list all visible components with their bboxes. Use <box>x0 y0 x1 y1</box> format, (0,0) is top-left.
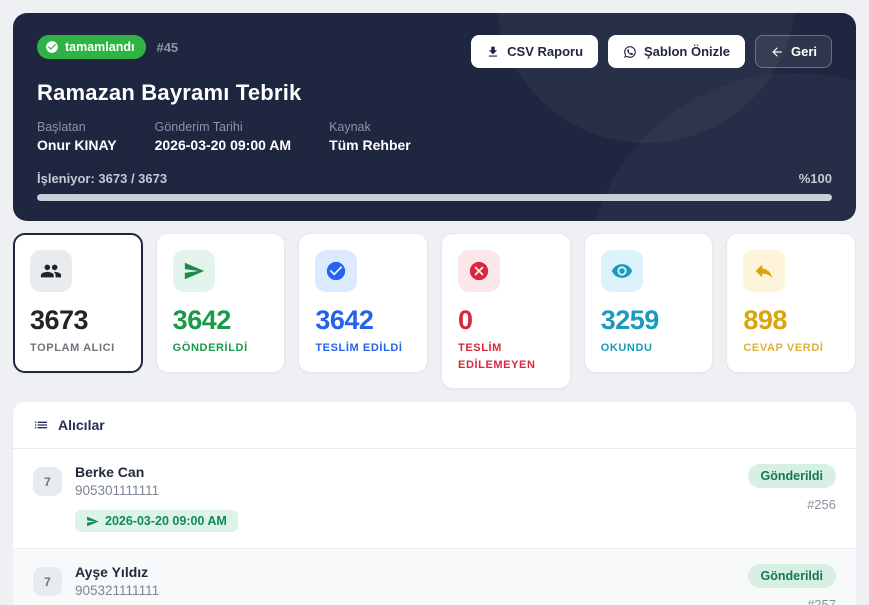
check-circle-icon <box>46 41 58 53</box>
campaign-header: tamamlandı #45 CSV Raporu Şablon Önizle … <box>13 13 856 221</box>
csv-report-label: CSV Raporu <box>507 44 584 59</box>
stat-value: 0 <box>458 305 473 335</box>
download-icon <box>489 46 498 57</box>
recipients-title: Alıcılar <box>58 417 105 433</box>
meta-value: 2026-03-20 09:00 AM <box>154 137 292 153</box>
stat-value: 3259 <box>600 305 660 335</box>
recipient-name: Ayşe Yıldız <box>75 564 149 580</box>
back-button[interactable]: Geri <box>754 35 832 68</box>
list-icon <box>35 421 47 429</box>
meta-value: Tüm Rehber <box>329 137 411 153</box>
meta-label: Başlatan <box>37 120 86 134</box>
recipient-row[interactable]: 7 Berke Can 905301111111 2026-03-20 09:0… <box>13 449 856 549</box>
recipients-header: Alıcılar <box>13 402 856 449</box>
progress-label: İşleniyor: 3673 / 3673 <box>37 171 168 186</box>
stat-value: 3642 <box>172 305 232 335</box>
csv-report-button[interactable]: CSV Raporu <box>471 35 599 68</box>
progress-bar-fill <box>37 194 832 201</box>
sent-time-badge: 2026-03-20 09:00 AM <box>75 510 238 532</box>
recipient-phone: 905301111111 <box>75 483 160 498</box>
recipient-phone: 905321111111 <box>75 583 160 598</box>
template-preview-button[interactable]: Şablon Önizle <box>608 35 745 68</box>
stat-card-total-recipients[interactable]: 3673 TOPLAM ALICI <box>13 233 143 373</box>
stat-card-undelivered[interactable]: 0 TESLİM EDİLEMEYEN <box>441 233 571 389</box>
progress-bar <box>37 194 832 201</box>
status-badge: tamamlandı <box>37 35 147 59</box>
meta-send-date: Gönderim Tarihi 2026-03-20 09:00 AM <box>155 120 291 153</box>
stat-label: OKUNDU <box>600 342 653 354</box>
progress-percent: %100 <box>798 171 832 186</box>
stat-card-delivered[interactable]: 3642 TESLİM EDİLDİ <box>298 233 429 373</box>
campaign-id: #45 <box>156 39 179 55</box>
stat-label: GÖNDERİLDİ <box>172 342 248 354</box>
meta-initiator: Başlatan Onur KINAY <box>37 120 117 153</box>
stat-card-read[interactable]: 3259 OKUNDU <box>583 233 714 373</box>
status-pill: Gönderildi <box>747 564 836 588</box>
meta-source: Kaynak Tüm Rehber <box>329 120 411 153</box>
whatsapp-icon <box>624 45 636 58</box>
status-badge-label: tamamlandı <box>65 40 135 54</box>
stat-label: TESLİM EDİLEMEYEN <box>458 342 536 371</box>
message-id: #256 <box>807 497 836 512</box>
stat-value: 898 <box>743 305 787 335</box>
stat-label: TESLİM EDİLDİ <box>315 342 403 354</box>
reply-icon <box>743 250 786 292</box>
send-icon <box>172 250 215 292</box>
x-circle-icon <box>458 250 501 292</box>
stat-label: CEVAP VERDİ <box>743 342 824 354</box>
eye-icon <box>600 250 643 292</box>
recipient-row[interactable]: 7 Ayşe Yıldız 905321111111 2026-03-20 09… <box>13 549 856 605</box>
stat-card-sent[interactable]: 3642 GÖNDERİLDİ <box>155 233 286 373</box>
stats-row: 3673 TOPLAM ALICI 3642 GÖNDERİLDİ 3642 T… <box>13 233 857 389</box>
avatar: 7 <box>33 467 62 496</box>
sent-time: 2026-03-20 09:00 AM <box>105 514 227 528</box>
users-icon <box>30 250 72 292</box>
recipient-name: Berke Can <box>75 464 145 480</box>
back-label: Geri <box>790 44 817 59</box>
arrow-left-icon <box>772 46 782 57</box>
campaign-meta: Başlatan Onur KINAY Gönderim Tarihi 2026… <box>37 120 832 153</box>
meta-label: Gönderim Tarihi <box>154 120 243 134</box>
status-pill: Gönderildi <box>747 464 836 488</box>
meta-label: Kaynak <box>329 120 371 134</box>
check-circle-icon <box>315 250 358 292</box>
meta-value: Onur KINAY <box>37 137 117 153</box>
progress-section: İşleniyor: 3673 / 3673 %100 <box>37 171 832 201</box>
template-preview-label: Şablon Önizle <box>644 44 730 59</box>
stat-value: 3673 <box>30 305 89 335</box>
page-title: Ramazan Bayramı Tebrik <box>37 80 302 105</box>
stat-value: 3642 <box>315 305 374 335</box>
recipients-card: Alıcılar 7 Berke Can 905301111111 2026-0… <box>13 402 856 605</box>
message-id: #257 <box>807 597 836 605</box>
stat-label: TOPLAM ALICI <box>30 342 115 354</box>
send-icon <box>87 516 99 526</box>
stat-card-replied[interactable]: 898 CEVAP VERDİ <box>726 233 857 373</box>
avatar: 7 <box>33 567 62 596</box>
